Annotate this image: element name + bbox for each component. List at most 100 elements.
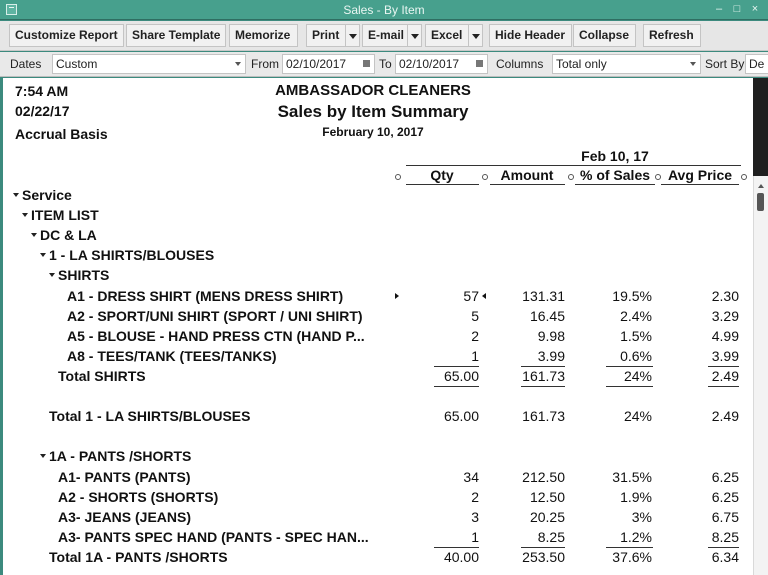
row-label: A2 - SPORT/UNI SHIRT (SPORT / UNI SHIRT): [67, 308, 363, 324]
report-row[interactable]: ITEM LIST: [3, 206, 753, 226]
report-row[interactable]: DC & LA: [3, 226, 753, 246]
chevron-down-icon: [235, 62, 241, 66]
row-label: A3- PANTS SPEC HAND (PANTS - SPEC HAN...: [58, 529, 369, 545]
report-row[interactable]: A2 - SHORTS (SHORTS) 2 12.50 1.9% 6.25: [3, 488, 753, 508]
report-row[interactable]: A8 - TEES/TANK (TEES/TANKS) 1 3.99 0.6% …: [3, 347, 753, 367]
collapse-triangle-icon[interactable]: [40, 454, 46, 458]
excel-button[interactable]: Excel: [425, 24, 469, 47]
excel-dropdown-icon[interactable]: [469, 24, 483, 47]
avg-cell: 2.30: [711, 288, 739, 304]
column-resize-handle[interactable]: [395, 174, 401, 180]
subtotal-line: [708, 547, 739, 548]
report-row[interactable]: Service: [3, 186, 753, 206]
report-row[interactable]: A5 - BLOUSE - HAND PRESS CTN (HAND P... …: [3, 327, 753, 347]
scroll-up-icon[interactable]: [758, 184, 764, 188]
subtotal-line: [521, 366, 565, 367]
row-label: A1- PANTS (PANTS): [58, 469, 191, 485]
email-button[interactable]: E-mail: [362, 24, 408, 47]
sortby-select[interactable]: De: [745, 54, 768, 74]
email-dropdown-icon[interactable]: [408, 24, 422, 47]
report-row[interactable]: Total SHIRTS 65.00 161.73 24% 2.49: [3, 367, 753, 387]
collapse-triangle-icon[interactable]: [13, 193, 19, 197]
pct-cell: 31.5%: [612, 469, 652, 485]
memorize-button[interactable]: Memorize: [229, 24, 298, 47]
qty-cell: 2: [471, 489, 479, 505]
calendar-icon[interactable]: [476, 60, 483, 67]
collapse-button[interactable]: Collapse: [573, 24, 636, 47]
print-button[interactable]: Print: [306, 24, 346, 47]
subtotal-line: [708, 366, 739, 367]
row-label: DC & LA: [40, 227, 97, 243]
report-row[interactable]: A3- JEANS (JEANS) 3 20.25 3% 6.75: [3, 508, 753, 528]
to-date-value: 02/10/2017: [399, 57, 460, 71]
report-row[interactable]: A1- PANTS (PANTS) 34 212.50 31.5% 6.25: [3, 468, 753, 488]
dates-select-value: Custom: [56, 57, 98, 71]
amount-cell: 212.50: [522, 469, 565, 485]
collapse-triangle-icon[interactable]: [31, 233, 37, 237]
window-menu-icon[interactable]: [6, 4, 17, 15]
refresh-button[interactable]: Refresh: [643, 24, 701, 47]
amount-column-header[interactable]: Amount: [500, 167, 554, 183]
column-underline: [490, 184, 565, 185]
hide-header-button[interactable]: Hide Header: [489, 24, 572, 47]
dates-select[interactable]: Custom: [52, 54, 246, 74]
report-row[interactable]: A2 - SPORT/UNI SHIRT (SPORT / UNI SHIRT)…: [3, 307, 753, 327]
scrollbar-thumb[interactable]: [757, 193, 764, 211]
total-line: [708, 386, 739, 387]
report-row[interactable]: 1 - LA SHIRTS/BLOUSES: [3, 246, 753, 266]
report-row[interactable]: Total 1 - LA SHIRTS/BLOUSES 65.00 161.73…: [3, 407, 753, 427]
report-row[interactable]: 1A - PANTS /SHORTS: [3, 447, 753, 467]
columns-select[interactable]: Total only: [552, 54, 701, 74]
row-label: Total SHIRTS: [58, 368, 146, 384]
avg-cell: 4.99: [711, 328, 739, 344]
columns-label: Columns: [496, 57, 544, 71]
column-resize-handle[interactable]: [482, 174, 488, 180]
qty-column-header[interactable]: Qty: [430, 167, 454, 183]
qty-cell: 40.00: [443, 549, 479, 565]
qty-cell: 1: [471, 529, 479, 545]
collapse-triangle-icon[interactable]: [49, 273, 55, 277]
pct-sales-column-header[interactable]: % of Sales: [579, 167, 651, 183]
minimize-icon[interactable]: –: [715, 3, 723, 15]
total-line: [606, 386, 653, 387]
avg-price-column-header[interactable]: Avg Price: [667, 167, 733, 183]
column-resize-handle[interactable]: [655, 174, 661, 180]
report-toolbar: Customize Report Share Template Memorize…: [0, 21, 768, 51]
share-template-button[interactable]: Share Template: [126, 24, 226, 47]
to-date-field[interactable]: 02/10/2017: [395, 54, 488, 74]
report-row[interactable]: A1 - DRESS SHIRT (MENS DRESS SHIRT) 57 1…: [3, 287, 753, 307]
report-title: Sales by Item Summary: [277, 102, 469, 121]
close-icon[interactable]: ×: [751, 3, 759, 15]
print-dropdown-icon[interactable]: [346, 24, 360, 47]
collapse-triangle-icon[interactable]: [22, 213, 28, 217]
collapse-triangle-icon[interactable]: [40, 253, 46, 257]
qty-cell: 65.00: [443, 368, 479, 384]
amount-cell: 20.25: [529, 509, 565, 525]
calendar-icon[interactable]: [363, 60, 370, 67]
row-label: 1A - PANTS /SHORTS: [49, 448, 192, 464]
column-resize-handle[interactable]: [741, 174, 747, 180]
report-period: February 10, 2017: [322, 125, 424, 139]
pct-cell: 24%: [623, 408, 652, 424]
vertical-scrollbar[interactable]: [753, 78, 768, 575]
report-row[interactable]: Total 1A - PANTS /SHORTS 40.00 253.50 37…: [3, 548, 753, 568]
column-resize-handle[interactable]: [568, 174, 574, 180]
dates-label: Dates: [10, 57, 42, 71]
report-row[interactable]: SHIRTS: [3, 266, 753, 286]
maximize-icon[interactable]: □: [733, 3, 741, 15]
qty-cell: 3: [471, 509, 479, 525]
avg-cell: 3.99: [711, 348, 739, 364]
row-label: ITEM LIST: [31, 207, 99, 223]
from-date-field[interactable]: 02/10/2017: [282, 54, 375, 74]
customize-report-button[interactable]: Customize Report: [9, 24, 124, 47]
report-row[interactable]: A3- PANTS SPEC HAND (PANTS - SPEC HAN...…: [3, 528, 753, 548]
subtotal-line: [606, 366, 653, 367]
qty-cell: 57: [463, 288, 479, 304]
window-title: Sales - By Item: [343, 3, 425, 17]
row-label: Total 1A - PANTS /SHORTS: [49, 549, 228, 565]
avg-cell: 6.75: [711, 509, 739, 525]
period-header-line: [406, 165, 741, 166]
column-underline: [661, 184, 739, 185]
subtotal-line: [521, 547, 565, 548]
amount-cell: 161.73: [522, 368, 565, 384]
